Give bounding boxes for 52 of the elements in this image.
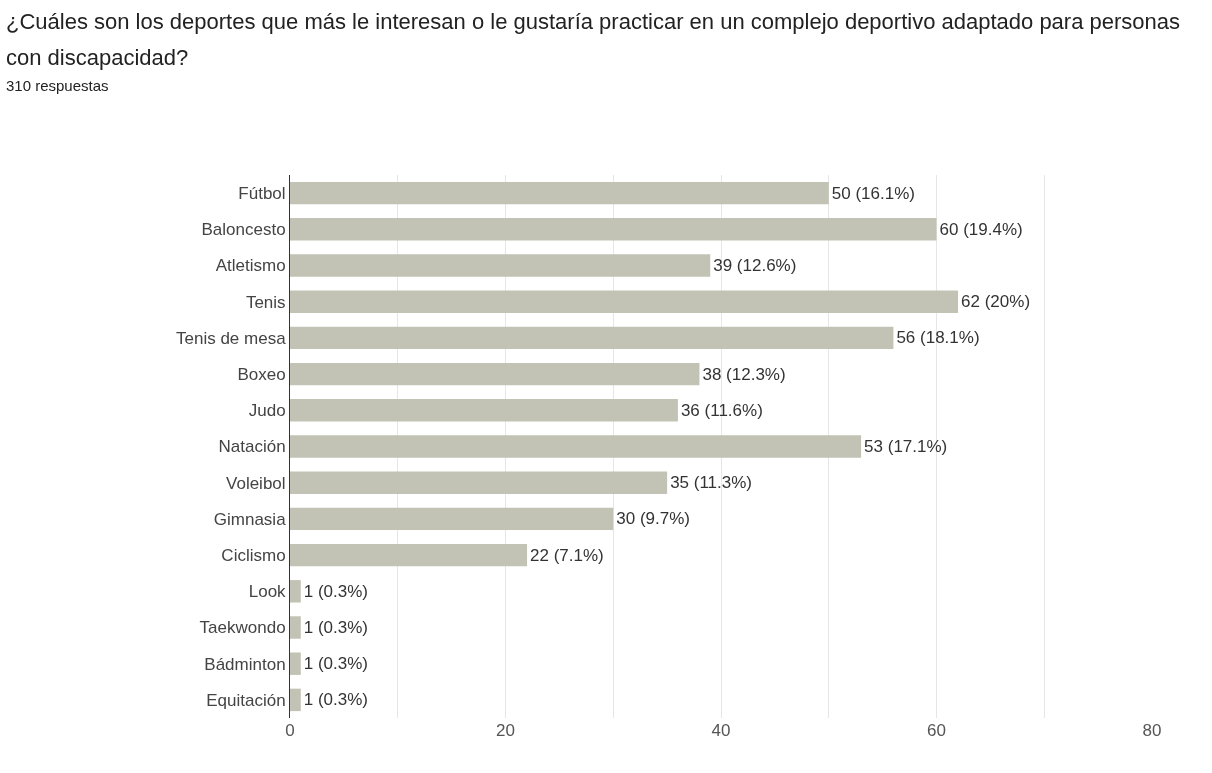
y-tick-label: Taekwondo [199, 618, 286, 638]
bar [290, 688, 301, 712]
data-label: 1 (0.3%) [303, 618, 369, 637]
x-tick-label: 40 [711, 721, 731, 740]
bar [290, 616, 301, 639]
bar [290, 507, 614, 531]
x-tick-label: 60 [927, 721, 946, 740]
data-label: 1 (0.3%) [303, 654, 369, 674]
y-tick-label: Boxeo [237, 365, 286, 385]
data-label: 62 (20%) [961, 292, 1031, 312]
data-label: 53 (17.1%) [864, 437, 948, 456]
data-label: 1 (0.3%) [303, 581, 369, 601]
data-label: 38 (12.3%) [702, 364, 786, 384]
data-label: 60 (19.4%) [939, 219, 1023, 239]
data-label: 36 (11.6%) [680, 400, 763, 420]
data-label: 35 (11.3%) [670, 473, 753, 493]
x-tick-label: 80 [1142, 721, 1162, 740]
y-tick-label: Atletismo [215, 256, 286, 276]
bar [290, 218, 937, 241]
bar [290, 181, 829, 205]
x-tick-label: 20 [496, 721, 515, 740]
y-tick-label: Baloncesto [201, 220, 286, 240]
data-label: 50 (16.1%) [831, 183, 915, 203]
y-tick-label: Natación [218, 437, 286, 457]
data-label: 56 (18.1%) [896, 328, 980, 348]
y-tick-label: Gimnasia [213, 509, 287, 529]
bar [290, 290, 959, 313]
data-label: 30 (9.7%) [616, 509, 690, 529]
data-label: 1 (0.3%) [303, 690, 369, 710]
text: 310 respuestas [6, 76, 110, 96]
bar [290, 471, 668, 494]
y-tick-label: Bádminton [204, 654, 286, 674]
y-tick-label: Voleibol [226, 473, 286, 493]
y-tick-label: Equitación [206, 690, 286, 710]
y-tick-label: Judo [248, 401, 286, 421]
bar [290, 652, 301, 675]
bar [290, 326, 894, 350]
bar [290, 399, 678, 422]
y-tick-label: Tenis de mesa [175, 328, 287, 348]
y-tick-label: Look [248, 582, 287, 602]
y-tick-label: Tenis [245, 292, 286, 312]
data-label: 39 (12.6%) [713, 256, 797, 275]
bar [290, 543, 528, 567]
chart-title: ¿Cuáles son los deportes que más le interesan o le gustaría practicar en un complejo deportivo adaptado para personas con discapacidad? [6, 8, 1182, 72]
bar [290, 435, 862, 458]
x-tick-label: 0 [285, 721, 295, 740]
y-tick-label: Ciclismo [221, 546, 286, 566]
bar [290, 580, 301, 603]
data-label: 22 (7.1%) [530, 545, 604, 565]
bar [290, 362, 700, 386]
bar [290, 254, 711, 277]
y-tick-label: Fútbol [238, 184, 286, 204]
